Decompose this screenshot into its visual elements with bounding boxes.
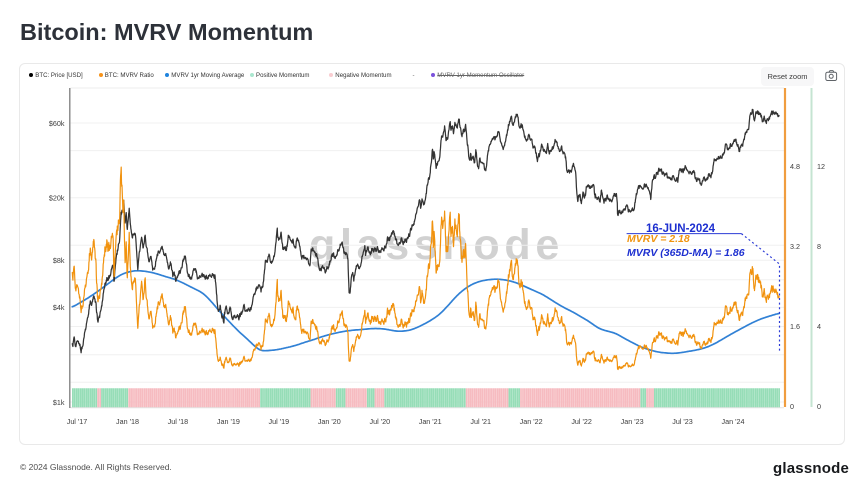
svg-text:0: 0 [817, 402, 821, 411]
svg-text:16-JUN-2024: 16-JUN-2024 [646, 223, 716, 235]
svg-text:$1k: $1k [53, 398, 65, 407]
svg-text:Jan '20: Jan '20 [318, 417, 341, 426]
svg-text:Jul '23: Jul '23 [672, 417, 693, 426]
svg-text:$8k: $8k [53, 256, 65, 265]
svg-text:Jan '18: Jan '18 [116, 417, 139, 426]
svg-text:$20k: $20k [49, 194, 65, 203]
svg-text:$60k: $60k [49, 119, 65, 128]
svg-text:Jul '20: Jul '20 [370, 417, 391, 426]
svg-text:Jan '24: Jan '24 [722, 417, 745, 426]
svg-text:MVRV (365D-MA) = 1.86: MVRV (365D-MA) = 1.86 [627, 247, 745, 259]
svg-text:1.6: 1.6 [790, 322, 800, 331]
svg-text:Jan '19: Jan '19 [217, 417, 240, 426]
svg-text:0: 0 [790, 402, 794, 411]
svg-text:MVRV = 2.18: MVRV = 2.18 [627, 233, 690, 245]
svg-text:$4k: $4k [53, 303, 65, 312]
svg-text:12: 12 [817, 162, 825, 171]
svg-text:8: 8 [817, 242, 821, 251]
svg-text:3.2: 3.2 [790, 242, 800, 251]
svg-text:Jan '22: Jan '22 [520, 417, 543, 426]
svg-text:Jul '19: Jul '19 [269, 417, 290, 426]
svg-text:4: 4 [817, 322, 821, 331]
svg-text:4.8: 4.8 [790, 162, 800, 171]
svg-text:Jul '22: Jul '22 [571, 417, 592, 426]
svg-text:Jul '18: Jul '18 [168, 417, 189, 426]
svg-text:Jan '23: Jan '23 [621, 417, 644, 426]
svg-text:Jan '21: Jan '21 [419, 417, 442, 426]
svg-text:Jul '17: Jul '17 [67, 417, 88, 426]
svg-text:Jul '21: Jul '21 [470, 417, 491, 426]
